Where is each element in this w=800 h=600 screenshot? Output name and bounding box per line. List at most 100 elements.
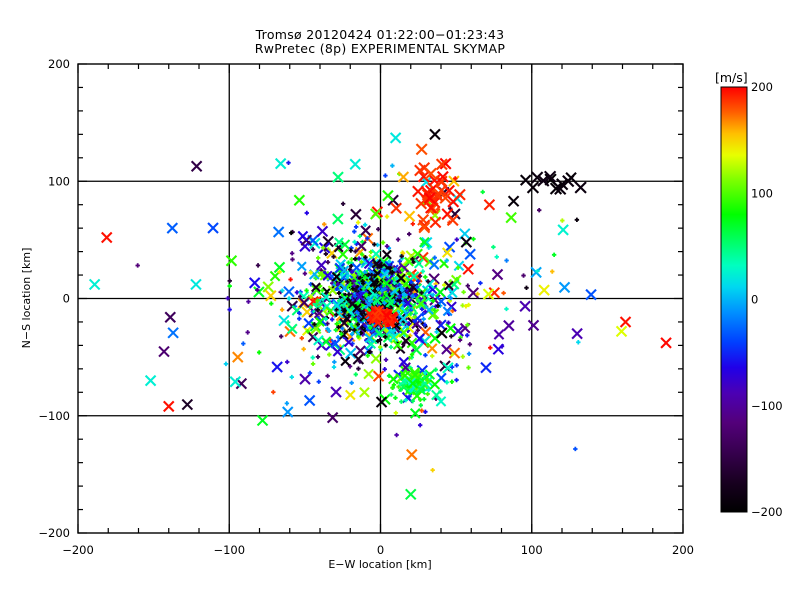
data-point-small (353, 294, 358, 299)
data-point-small (421, 397, 427, 402)
data-point-small (335, 281, 341, 287)
data-point-small (366, 272, 371, 278)
data-point-small (308, 294, 314, 299)
data-point-small (394, 276, 399, 281)
data-point-small (423, 352, 428, 358)
x-tick-label: 100 (521, 543, 543, 557)
data-point-large (448, 347, 461, 359)
data-point-large (190, 278, 202, 291)
data-point-small (380, 240, 386, 245)
data-point-small (320, 288, 325, 293)
data-point-small (280, 288, 285, 293)
data-point-small (316, 379, 321, 384)
data-point-small (304, 288, 309, 293)
data-point-small (376, 227, 381, 232)
data-point-small (455, 265, 461, 270)
y-axis-label: N−S location [km] (20, 248, 33, 349)
data-point-small (422, 322, 428, 327)
data-point-small (408, 388, 413, 393)
data-point-large (442, 306, 453, 317)
data-point-large (319, 270, 330, 281)
data-point-small (310, 355, 315, 360)
data-point-small (560, 218, 565, 223)
data-point-large (310, 323, 322, 335)
data-point-small (308, 270, 313, 275)
data-point-large (660, 337, 672, 349)
data-point-small (475, 291, 480, 297)
data-point-small (320, 245, 326, 250)
y-axis-ticks: −200 −100 0 100 200 (38, 57, 683, 540)
data-point-large (322, 235, 334, 248)
data-point-small (434, 329, 439, 335)
data-point-large (315, 316, 325, 327)
data-point-small (415, 278, 421, 284)
data-point-small (425, 343, 431, 348)
data-point-large (460, 236, 473, 248)
data-point-large (375, 396, 388, 408)
data-point-small (395, 237, 401, 242)
data-point-small (444, 258, 449, 263)
data-point-large (385, 298, 396, 308)
data-point-large (339, 239, 351, 250)
colorbar-tick-label: 0 (751, 293, 758, 307)
data-point-small (377, 344, 383, 350)
x-tick-label: 0 (377, 543, 384, 557)
data-point-large (326, 411, 339, 424)
data-point-small (355, 322, 361, 327)
data-point-small (410, 256, 415, 262)
data-point-large (400, 335, 411, 346)
data-point-large (332, 171, 344, 183)
data-point-small (356, 366, 361, 371)
data-point-small (348, 248, 354, 253)
data-point-large (406, 337, 418, 349)
data-point-small (388, 344, 394, 350)
data-point-small (450, 308, 455, 314)
data-point-large (327, 285, 338, 296)
data-point-large (409, 408, 421, 419)
data-point-small (454, 377, 459, 383)
data-point-small (478, 280, 483, 286)
data-point-small (460, 354, 466, 359)
data-point-small (576, 340, 581, 345)
scatter-points (88, 128, 672, 501)
data-point-small (336, 325, 341, 330)
data-point-small (408, 311, 413, 316)
data-point-small (256, 350, 262, 355)
data-point-large (344, 347, 357, 360)
data-point-small (372, 242, 377, 247)
data-point-large (411, 390, 423, 402)
data-point-large (435, 396, 447, 407)
data-point-small (255, 263, 261, 268)
data-point-small (305, 329, 310, 334)
data-point-large (615, 325, 628, 338)
data-point-small (363, 275, 368, 280)
data-point-large (311, 284, 323, 296)
data-point-large (557, 224, 569, 236)
data-point-large (339, 283, 350, 294)
data-point-large (537, 174, 550, 187)
data-point-small (435, 303, 441, 309)
data-point-small (419, 338, 424, 343)
colorbar-frame (720, 86, 748, 513)
data-point-small (323, 251, 329, 257)
data-point-small (359, 252, 365, 257)
data-point-large (406, 448, 418, 461)
data-point-large (424, 369, 436, 380)
data-point-small (288, 277, 293, 282)
data-point-large (565, 171, 577, 184)
data-point-small (334, 307, 339, 312)
data-point-large (491, 268, 504, 281)
data-point-large (330, 386, 342, 398)
data-point-small (278, 334, 284, 339)
data-point-small (390, 286, 395, 291)
data-point-large (380, 269, 390, 279)
data-point-large (398, 356, 410, 368)
data-point-large (293, 194, 306, 207)
data-point-large (339, 317, 350, 328)
data-point-large (100, 231, 113, 244)
data-point-small (310, 247, 316, 252)
data-point-small (419, 408, 424, 413)
data-point-small (356, 334, 361, 339)
y-tick-label: 0 (63, 292, 70, 306)
data-point-small (255, 287, 260, 293)
